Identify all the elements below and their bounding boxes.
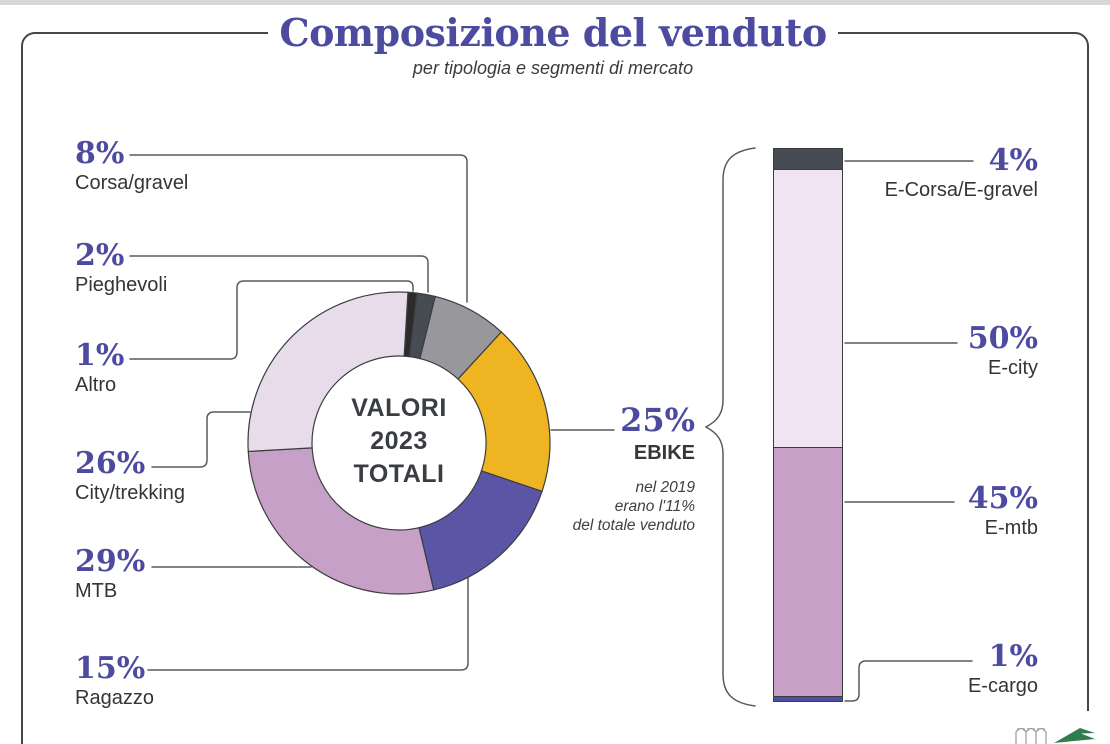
donut-center-label: VALORI 2023 TOTALI (279, 392, 519, 491)
footer-logo (1015, 727, 1095, 744)
ebike-history-note: nel 2019 erano l'11% del totale venduto (573, 478, 695, 535)
category-label: E-cargo (967, 675, 1038, 697)
leader-city-trekking (151, 411, 251, 468)
pct-value: 1% (988, 639, 1038, 674)
pct-value: 2% (75, 238, 125, 273)
bar-segment-e-mtb (773, 446, 843, 698)
category-label: Altro (75, 374, 117, 396)
note-line: del totale venduto (572, 517, 695, 534)
ebike-callout: 25% EBIKE nel 2019 erano l'11% del total… (573, 403, 695, 535)
pct-value: 25% (620, 401, 695, 439)
center-label-line: VALORI (351, 394, 447, 422)
ebike-stacked-bar (773, 148, 843, 705)
green-swoosh-icon (1054, 728, 1095, 743)
leader-altro (129, 280, 414, 360)
note-line: erano l'11% (614, 498, 695, 515)
legend-item-altro: 1% Altro (75, 338, 125, 397)
category-label: E-mtb (984, 517, 1038, 539)
donut-slice-city-trekking (247, 291, 409, 453)
legend-item-ragazzo: 15% Ragazzo (75, 651, 154, 710)
category-label: MTB (75, 580, 118, 602)
pct-value: 4% (988, 143, 1038, 178)
leader-ragazzo (147, 577, 469, 671)
note-line: nel 2019 (635, 479, 695, 496)
category-label: City/trekking (75, 482, 186, 504)
category-label: E-city (988, 357, 1038, 379)
legend-item-pieghevoli: 2% Pieghevoli (75, 238, 168, 297)
curly-brace-icon (704, 147, 756, 707)
pavilion-arches-icon (1015, 727, 1047, 744)
donut-chart (247, 291, 551, 595)
leader-e-cargo (844, 660, 973, 702)
center-label-line: 2023 (370, 427, 428, 455)
category-label: E-Corsa/E-gravel (884, 179, 1038, 201)
pct-value: 45% (967, 481, 1038, 516)
pct-value: 50% (967, 321, 1038, 356)
pct-value: 1% (75, 338, 125, 373)
legend-item-e-city: 50% E-city (967, 321, 1038, 380)
center-label-line: TOTALI (353, 460, 445, 488)
leader-pieghevoli (129, 255, 429, 293)
category-label: EBIKE (633, 442, 695, 464)
leader-lines (129, 147, 974, 707)
legend-item-e-cargo: 1% E-cargo (967, 639, 1038, 698)
legend-item-corsa-gravel: 8% Corsa/gravel (75, 136, 189, 195)
page-title: Composizione del venduto (279, 9, 827, 55)
top-strip (0, 0, 1110, 5)
bar-segment-e-city (773, 169, 843, 448)
page-subtitle: per tipologia e segmenti di mercato (412, 58, 694, 78)
donut-slice-mtb (247, 447, 435, 595)
category-label: Pieghevoli (75, 274, 168, 296)
pct-value: 29% (75, 544, 146, 579)
title-box: Composizione del venduto (268, 6, 838, 58)
pct-value: 15% (75, 651, 146, 686)
bar-segment-e-corsa-e-gravel (773, 148, 843, 171)
category-label: Corsa/gravel (75, 172, 189, 194)
legend-item-e-mtb: 45% E-mtb (967, 481, 1038, 540)
legend-item-e-corsa-e-gravel: 4% E-Corsa/E-gravel (884, 143, 1038, 202)
bar-segment-e-cargo (773, 696, 843, 702)
legend-item-mtb: 29% MTB (75, 544, 146, 603)
category-label: Ragazzo (75, 687, 154, 709)
pct-value: 26% (75, 446, 146, 481)
pct-value: 8% (75, 136, 125, 171)
leader-corsa-gravel (129, 154, 468, 303)
legend-item-city-trekking: 26% City/trekking (75, 446, 186, 505)
